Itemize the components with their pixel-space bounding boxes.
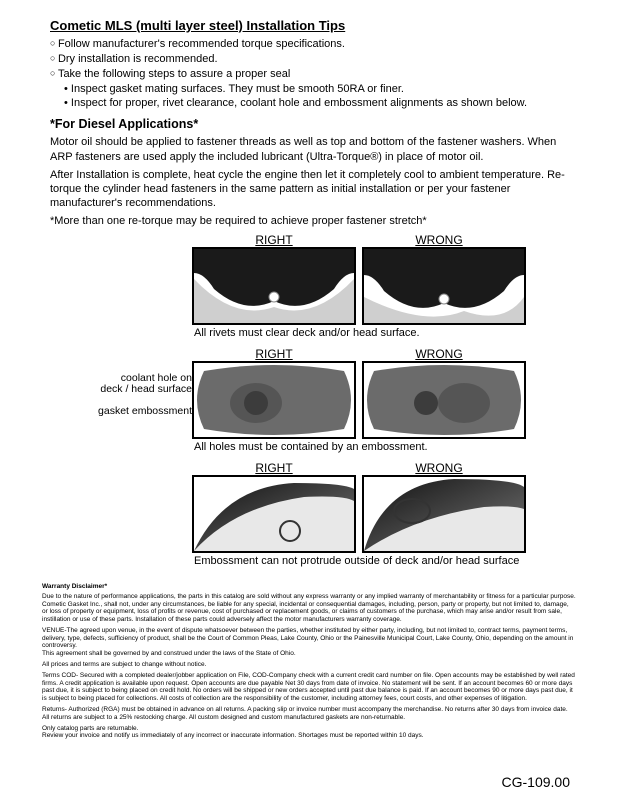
bullet-list: Follow manufacturer's recommended torque…	[42, 37, 576, 111]
caption-3: Embossment can not protrude outside of d…	[194, 555, 524, 567]
fine-6a: Only catalog parts are returnable.	[42, 725, 138, 732]
panel-right-3	[192, 475, 356, 553]
fine-1: Due to the nature of performance applica…	[42, 593, 576, 624]
panel-wrong-3	[362, 475, 526, 553]
bullet-item: Take the following steps to assure a pro…	[50, 67, 576, 82]
panel-wrong-1	[362, 247, 526, 325]
panel-header-3: RIGHT WRONG	[194, 461, 524, 475]
diesel-para-2: After Installation is complete, heat cyc…	[50, 168, 576, 211]
page: Cometic MLS (multi layer steel) Installa…	[0, 0, 618, 753]
panel-right-2	[192, 361, 356, 439]
fine-5: Returns- Authorized (RGA) must be obtain…	[42, 706, 576, 722]
right-label-3: RIGHT	[255, 461, 292, 475]
fine-3: All prices and terms are subject to chan…	[42, 661, 576, 669]
panel-right-1	[192, 247, 356, 325]
wrong-label-2: WRONG	[415, 347, 462, 361]
diagram-area: RIGHT WRONG	[42, 233, 576, 573]
caption-2: All holes must be contained by an emboss…	[194, 441, 524, 453]
diesel-note: *More than one re-torque may be required…	[50, 215, 576, 227]
page-title: Cometic MLS (multi layer steel) Installa…	[50, 18, 576, 33]
wrong-label-3: WRONG	[415, 461, 462, 475]
fine-2a: VENUE-The agreed upon venue, in the even…	[42, 627, 573, 650]
panel-header-1: RIGHT WRONG	[194, 233, 524, 247]
diesel-para-1: Motor oil should be applied to fastener …	[50, 135, 576, 164]
right-label-2: RIGHT	[255, 347, 292, 361]
fine-2b: This agreement shall be governed by and …	[42, 650, 296, 657]
fine-6b: Review your invoice and notify us immedi…	[42, 732, 424, 739]
fine-4: Terms COD- Secured with a completed deal…	[42, 672, 576, 703]
bullet-item: Dry installation is recommended.	[50, 52, 576, 67]
bullet-item: Follow manufacturer's recommended torque…	[50, 37, 576, 52]
panel-wrong-2	[362, 361, 526, 439]
right-label: RIGHT	[255, 233, 292, 247]
wrong-label: WRONG	[415, 233, 462, 247]
bullet-item: Inspect gasket mating surfaces. They mus…	[64, 82, 576, 97]
panel-header-2: RIGHT WRONG	[194, 347, 524, 361]
footer-code: CG-109.00	[502, 774, 570, 790]
fine-6: Only catalog parts are returnable. Revie…	[42, 725, 576, 741]
disclaimer-heading: Warranty Disclaimer*	[42, 583, 576, 590]
bullet-item: Inspect for proper, rivet clearance, coo…	[64, 96, 576, 111]
fine-2: VENUE-The agreed upon venue, in the even…	[42, 627, 576, 658]
caption-1: All rivets must clear deck and/or head s…	[194, 327, 524, 339]
diesel-heading: *For Diesel Applications*	[50, 117, 576, 131]
